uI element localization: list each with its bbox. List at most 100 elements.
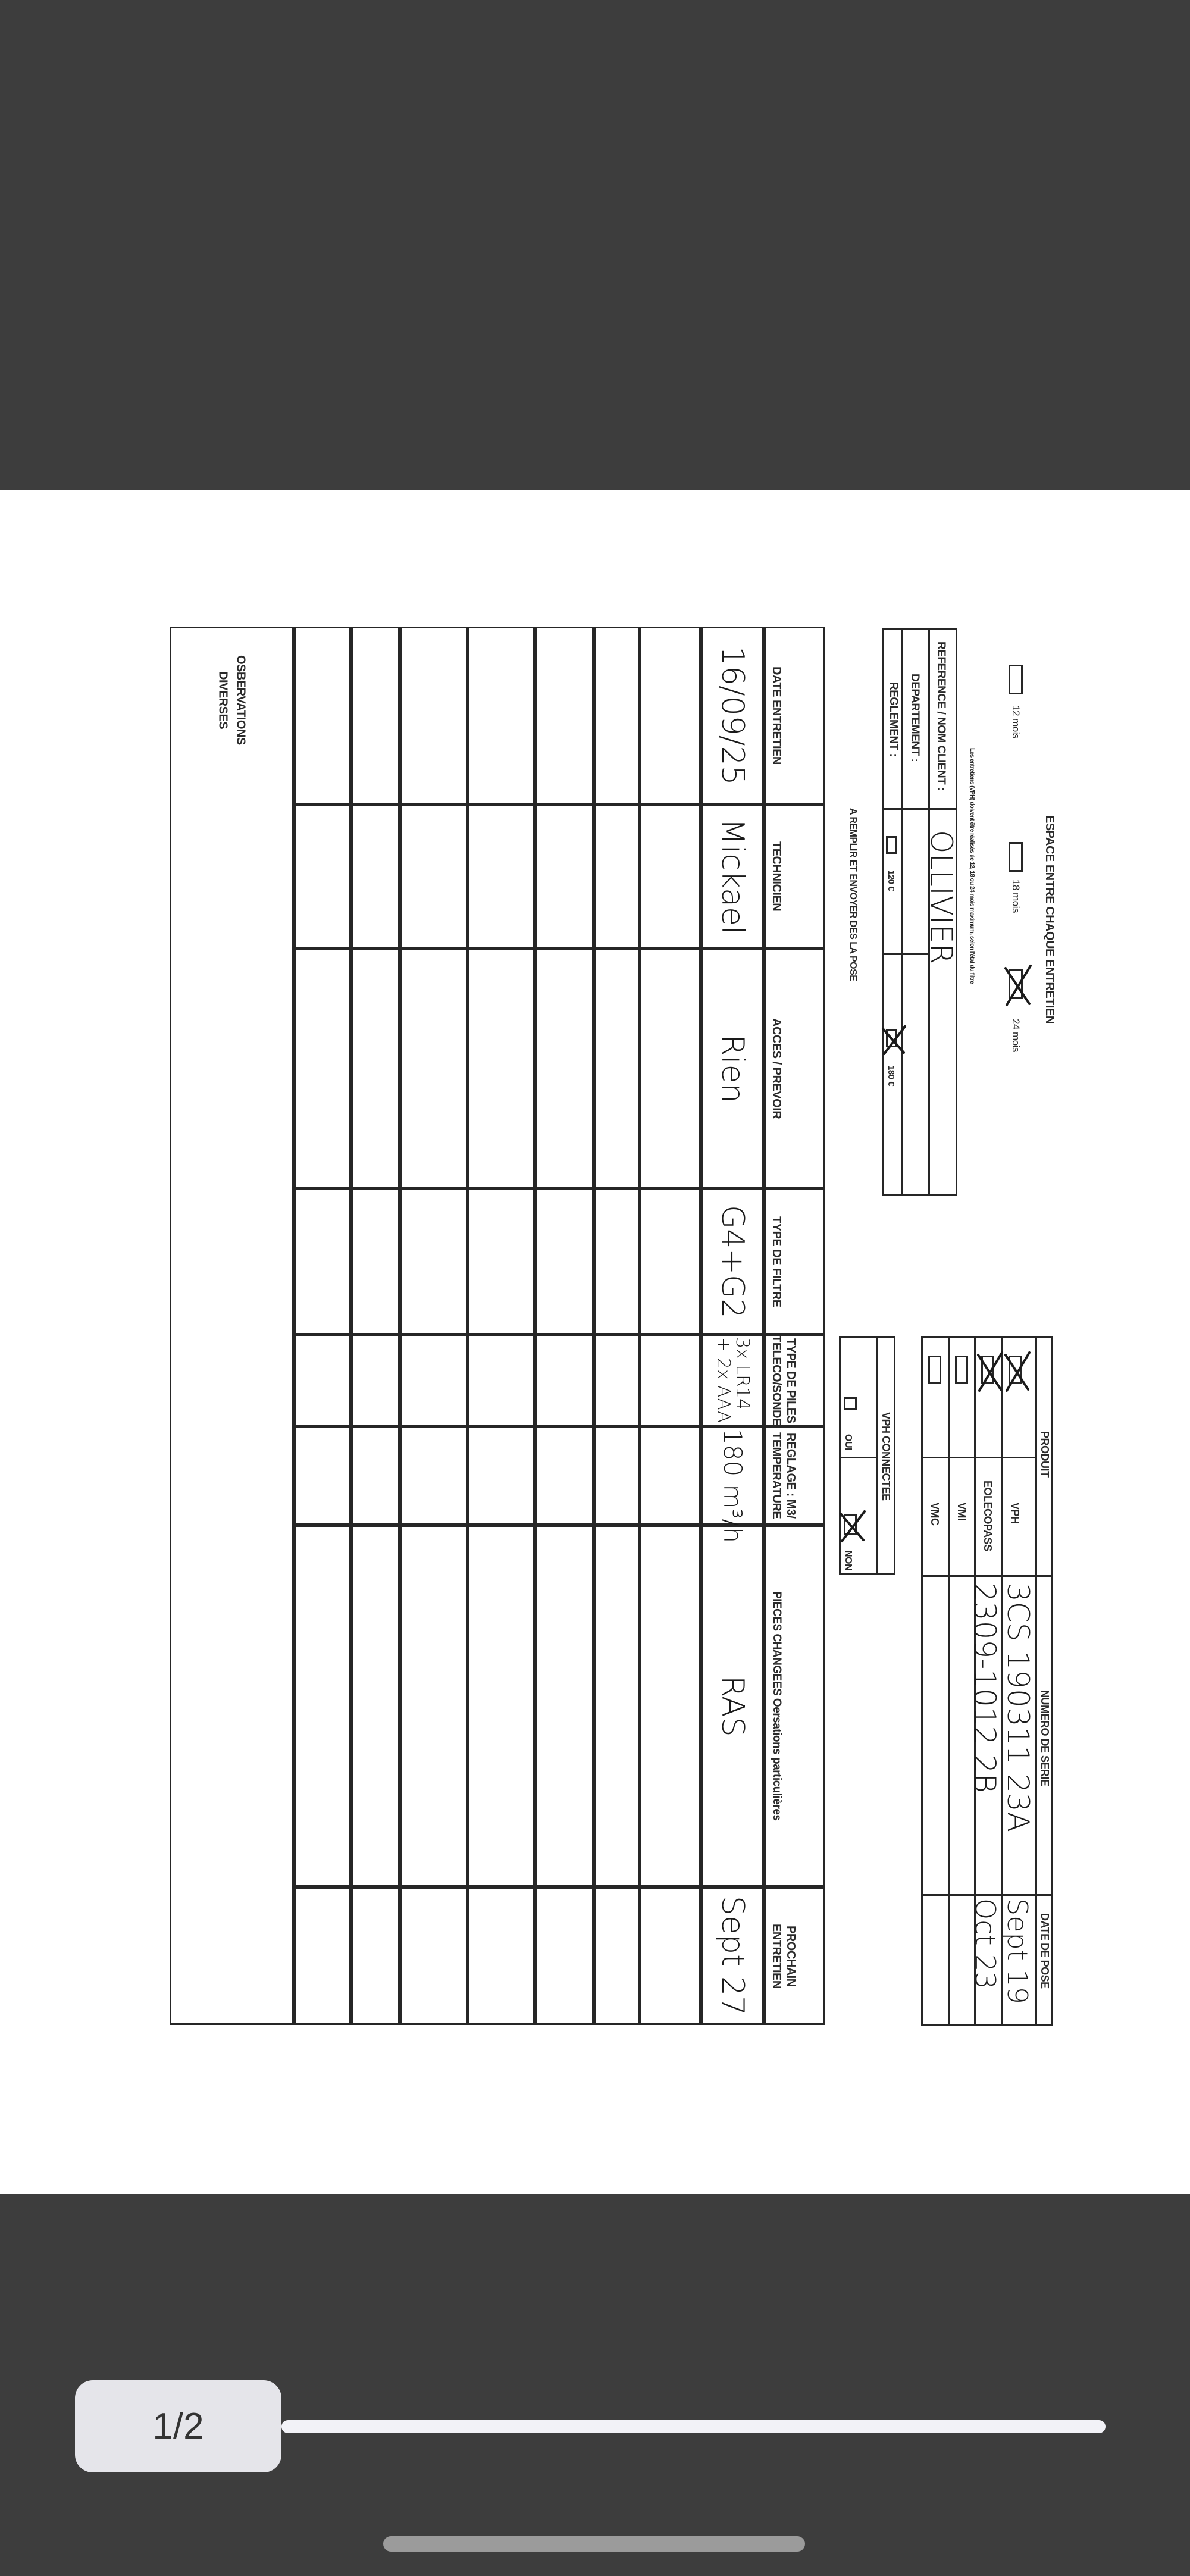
table-cell[interactable] (594, 1426, 640, 1525)
table-header-cell: TECHNICIEN (764, 805, 825, 949)
table-cell[interactable] (535, 1335, 594, 1426)
table-cell[interactable] (640, 1188, 701, 1335)
table-cell[interactable] (640, 805, 701, 949)
table-cell[interactable] (351, 627, 400, 805)
table-header-line: DATE ENTRETIEN (770, 666, 783, 765)
check-mark-icon (977, 1351, 1003, 1392)
interval-checkbox-1[interactable] (1009, 842, 1023, 872)
observations-area[interactable]: OSBERVATIONS DIVERSES (170, 627, 294, 2025)
table-cell[interactable] (640, 627, 701, 805)
home-indicator[interactable] (383, 2536, 805, 2552)
product-checkbox-vmi[interactable] (955, 1356, 968, 1384)
table-cell[interactable]: Mickael (701, 805, 764, 949)
table-cell-value: RAS (715, 1675, 750, 1737)
table-cell[interactable] (400, 1188, 468, 1335)
table-cell[interactable] (351, 949, 400, 1188)
table-cell[interactable] (400, 627, 468, 805)
table-header-text: TYPE DE PILES TELECO/SONDE (769, 1335, 798, 1426)
table-cell[interactable] (468, 1188, 535, 1335)
table-cell[interactable] (351, 805, 400, 949)
divider (921, 1575, 1053, 1577)
table-cell[interactable] (400, 1426, 468, 1525)
table-cell[interactable]: 3x LR14 + 2x AAA (701, 1335, 764, 1426)
table-cell[interactable] (294, 1188, 351, 1335)
product-checkbox-vph[interactable] (1004, 1351, 1031, 1392)
table-cell[interactable] (594, 1335, 640, 1426)
table-cell[interactable] (640, 1525, 701, 1887)
interval-checkbox-2[interactable] (1004, 965, 1032, 1006)
table-cell[interactable] (294, 627, 351, 805)
products-box (921, 1336, 1053, 2026)
payment-checkbox-1[interactable] (882, 1025, 906, 1055)
page-indicator[interactable]: 1/2 (75, 2380, 281, 2472)
table-cell[interactable]: Sept 27 (701, 1887, 764, 2025)
table-cell[interactable] (535, 1525, 594, 1887)
table-cell[interactable] (594, 805, 640, 949)
table-cell[interactable] (400, 1525, 468, 1887)
product-name: VMI (956, 1503, 967, 1521)
table-cell[interactable] (400, 805, 468, 949)
table-cell[interactable] (468, 627, 535, 805)
table-cell[interactable] (468, 1525, 535, 1887)
payment-checkbox-0[interactable] (886, 836, 897, 854)
table-cell[interactable] (640, 949, 701, 1188)
table-cell[interactable] (400, 1887, 468, 2025)
interval-checkbox-0[interactable] (1009, 665, 1023, 694)
table-cell[interactable] (535, 805, 594, 949)
table-cell[interactable] (640, 1426, 701, 1525)
check-mark-icon (882, 1025, 906, 1055)
table-cell[interactable] (535, 627, 594, 805)
divider (928, 628, 930, 1196)
table-cell[interactable] (468, 805, 535, 949)
table-cell[interactable] (351, 1188, 400, 1335)
table-cell[interactable] (294, 1335, 351, 1426)
table-cell[interactable] (535, 949, 594, 1188)
table-cell[interactable]: RAS (701, 1525, 764, 1887)
vph-connectee-checkbox-oui[interactable] (844, 1397, 857, 1410)
table-cell[interactable] (294, 949, 351, 1188)
table-cell[interactable]: 16/09/25 (701, 627, 764, 805)
table-cell[interactable] (351, 1335, 400, 1426)
table-header-cell: PROCHAIN ENTRETIEN (764, 1887, 825, 2025)
table-cell[interactable] (594, 1525, 640, 1887)
product-checkbox-vmc[interactable] (928, 1356, 941, 1384)
table-cell[interactable] (594, 1188, 640, 1335)
table-cell[interactable] (294, 1887, 351, 2025)
table-header-cell: ACCES / PREVOIR (764, 949, 825, 1188)
interval-option-label: 18 mois (1010, 879, 1022, 913)
product-date: Sept 19 (1001, 1898, 1034, 2004)
table-cell[interactable] (535, 1426, 594, 1525)
interval-note: Les entretiens (VPH) doivent être réalis… (969, 748, 975, 984)
vph-connectee-checkbox-non[interactable] (840, 1510, 866, 1542)
table-cell[interactable] (351, 1887, 400, 2025)
table-cell[interactable] (351, 1525, 400, 1887)
table-cell[interactable] (294, 1426, 351, 1525)
table-cell[interactable] (594, 627, 640, 805)
divider (882, 808, 957, 810)
table-cell[interactable] (400, 1335, 468, 1426)
table-cell[interactable] (535, 1188, 594, 1335)
table-cell[interactable] (294, 1525, 351, 1887)
table-cell[interactable] (640, 1335, 701, 1426)
table-cell[interactable] (640, 1887, 701, 2025)
table-cell[interactable] (468, 1887, 535, 2025)
table-cell[interactable] (400, 949, 468, 1188)
table-cell[interactable] (351, 1426, 400, 1525)
table-cell[interactable] (294, 805, 351, 949)
table-cell[interactable]: Rien (701, 949, 764, 1188)
products-header-date: DATE DE POSE (1039, 1913, 1051, 1989)
table-cell[interactable] (594, 1887, 640, 2025)
page-scrubber[interactable] (281, 2420, 1106, 2433)
table-header-cell: TYPE DE PILES TELECO/SONDE (764, 1335, 825, 1426)
table-cell[interactable]: G4+G2 (701, 1188, 764, 1335)
table-header-line: TELECO/SONDE (770, 1335, 783, 1426)
table-cell[interactable] (468, 1426, 535, 1525)
table-cell[interactable] (468, 949, 535, 1188)
table-header-text: PIECES CHANGEES Oersations particulières (769, 1591, 784, 1820)
table-cell[interactable] (468, 1335, 535, 1426)
table-cell[interactable] (535, 1887, 594, 2025)
table-cell-value: Rien (715, 1034, 750, 1103)
table-cell[interactable]: 180 m³/h (701, 1426, 764, 1543)
product-checkbox-eolecopass[interactable] (977, 1351, 1003, 1392)
table-cell[interactable] (594, 949, 640, 1188)
